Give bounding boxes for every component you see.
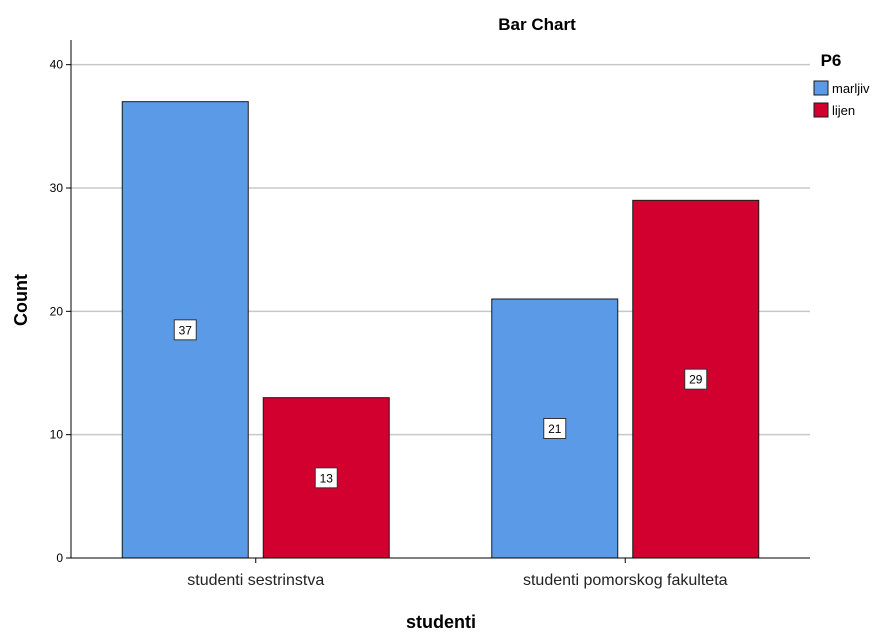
data-label: 37 bbox=[179, 323, 193, 337]
legend-title: P6 bbox=[821, 51, 842, 70]
data-label-box bbox=[543, 418, 567, 439]
legend-label: marljiv bbox=[832, 81, 870, 96]
x-tick-label: studenti pomorskog fakulteta bbox=[523, 572, 728, 589]
y-axis-title: Count bbox=[11, 274, 31, 326]
legend-label: lijen bbox=[832, 103, 855, 118]
x-axis-title: studenti bbox=[406, 612, 476, 632]
y-tick-label: 40 bbox=[50, 58, 64, 72]
data-label: 29 bbox=[689, 373, 703, 387]
legend-swatch bbox=[813, 102, 829, 118]
legend-swatch bbox=[813, 80, 829, 96]
data-label-box bbox=[173, 319, 197, 341]
data-label: 21 bbox=[548, 422, 562, 436]
data-label-box bbox=[314, 467, 338, 489]
y-tick-label: 30 bbox=[50, 181, 64, 195]
data-label-box bbox=[684, 368, 708, 390]
y-tick-label: 10 bbox=[50, 428, 64, 442]
chart-title: Bar Chart bbox=[498, 15, 576, 34]
y-tick-label: 20 bbox=[50, 304, 64, 318]
x-tick-label: studenti sestrinstva bbox=[187, 572, 324, 589]
y-tick-label: 0 bbox=[56, 551, 63, 565]
axes: 0 10 20 30 40 studenti sestrinstva studenti po… bbox=[50, 40, 810, 589]
bars: 37 13 21 29 bbox=[121, 101, 760, 559]
data-label: 13 bbox=[320, 471, 334, 485]
legend: P6 marljiv lijen bbox=[813, 51, 870, 118]
